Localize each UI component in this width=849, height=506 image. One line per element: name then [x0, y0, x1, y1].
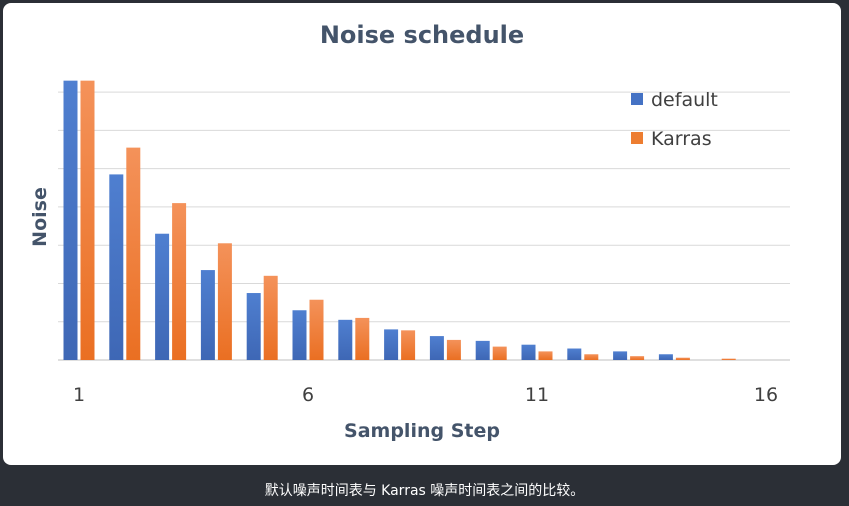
bar-default-step-13 [613, 351, 628, 360]
x-tick-label: 6 [302, 384, 314, 406]
bar-default-step-11 [521, 344, 536, 360]
bar-karras-step-9 [446, 339, 461, 360]
bar-karras-step-3 [172, 203, 187, 360]
bar-karras-step-2 [126, 147, 141, 360]
legend-swatch-karras [631, 132, 643, 144]
bar-karras-step-5 [263, 275, 278, 360]
x-tick-label: 16 [754, 384, 778, 406]
bar-karras-step-7 [355, 317, 370, 360]
x-tick-label: 1 [73, 384, 85, 406]
bar-default-step-8 [384, 329, 399, 360]
bar-default-step-1 [63, 80, 78, 361]
bar-default-step-12 [567, 348, 582, 360]
bar-default-step-7 [338, 319, 353, 360]
bar-karras-step-12 [584, 354, 599, 360]
legend-swatch-default [631, 93, 643, 105]
bar-default-step-4 [200, 270, 215, 360]
bar-default-step-14 [658, 354, 673, 360]
bar-default-step-10 [475, 340, 490, 360]
bar-karras-step-1 [80, 80, 95, 361]
bar-default-step-2 [109, 174, 124, 360]
x-axis-title: Sampling Step [344, 420, 500, 442]
bar-karras-step-11 [538, 351, 553, 360]
x-tick-label: 11 [525, 384, 549, 406]
legend-label-default: default [651, 89, 718, 111]
chart-title: Noise schedule [320, 21, 524, 49]
noise-schedule-chart: Noise schedule Noise Sampling Step 1 6 11 1… [29, 21, 790, 442]
bar-karras-step-8 [401, 330, 416, 360]
bar-karras-step-15 [721, 358, 736, 360]
figure-caption: 默认噪声时间表与 Karras 噪声时间表之间的比较。 [264, 483, 585, 499]
chart-card: Noise schedule Noise Sampling Step 1 6 11 1… [3, 3, 841, 465]
bar-default-step-6 [292, 310, 307, 360]
bar-default-step-3 [155, 233, 170, 360]
bar-karras-step-13 [630, 356, 645, 360]
bar-karras-step-14 [675, 357, 690, 360]
bar-default-step-9 [429, 336, 444, 360]
bar-karras-step-6 [309, 299, 324, 360]
bar-karras-step-10 [492, 346, 507, 360]
legend-label-karras: Karras [651, 128, 712, 150]
bar-karras-step-4 [217, 243, 232, 360]
y-axis-title: Noise [29, 187, 51, 247]
bar-default-step-5 [246, 293, 261, 360]
